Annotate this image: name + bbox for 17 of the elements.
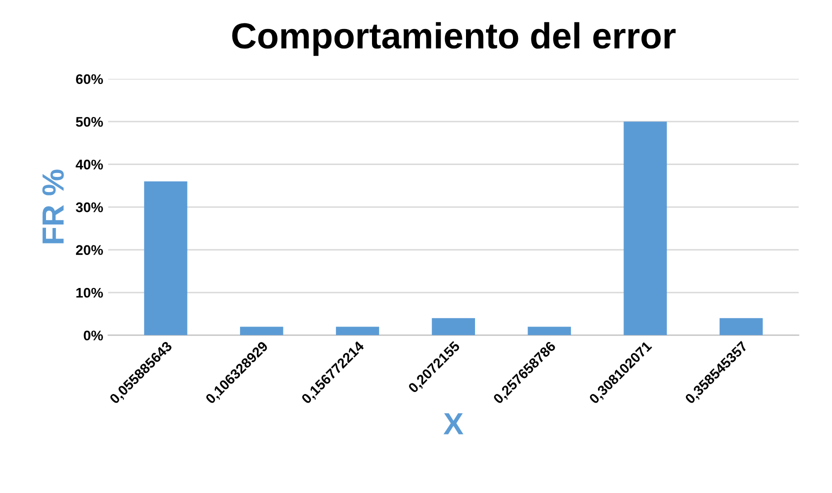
x-axis-title: X	[444, 413, 464, 434]
y-axis-title: FR %	[42, 170, 64, 244]
y-tick-label: 30%	[76, 202, 103, 212]
bar	[144, 181, 188, 336]
y-tick-label: 50%	[76, 116, 103, 127]
chart-title: Comportamiento del error	[232, 22, 676, 56]
y-tick-label: 60%	[76, 74, 103, 84]
bar	[432, 318, 476, 336]
bar	[528, 326, 571, 336]
y-tick-label: 10%	[76, 288, 103, 298]
bar	[240, 326, 284, 336]
y-tick-label: 40%	[76, 160, 103, 170]
bar	[624, 122, 667, 336]
bar	[720, 318, 763, 336]
y-tick-label: 0%	[84, 330, 103, 340]
bar	[336, 326, 380, 336]
y-tick-label: 20%	[76, 245, 103, 255]
